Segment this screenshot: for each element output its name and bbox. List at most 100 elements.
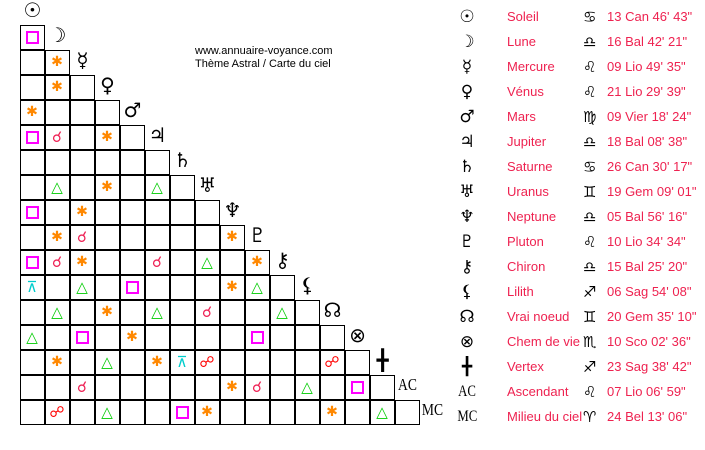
planet-glyph-icon: ☿ [76,47,89,72]
square-aspect-icon [175,405,189,419]
aspect-cell: ✱ [194,399,220,425]
aspect-cell: ☌ [144,249,170,275]
zodiac-sign-icon: ♐ [583,283,597,301]
planet-position: 10 Lio 34' 34" [607,234,686,249]
planet-row: MC Milieu du ciel ♈ 24 Bel 13' 06" [455,405,705,430]
aspect-cell [269,324,295,350]
aspect-cell [19,374,45,400]
zodiac-sign-icon: ♎ [583,208,597,226]
aspect-cell [219,399,245,425]
planet-symbol-icon: ♃ [459,132,475,152]
aspect-cell: △ [194,249,220,275]
planet-position: 23 Sag 38' 42" [607,359,692,374]
aspect-cell: △ [19,324,45,350]
credit: www.annuaire-voyance.com Thème Astral / … [195,45,333,71]
square-aspect-icon [250,330,264,344]
aspect-cell [194,224,220,250]
aspect-cell: ✱ [219,374,245,400]
aspect-cell [69,174,95,200]
aspect-cell [194,374,220,400]
aspect-cell [144,199,170,225]
conjunction-aspect-icon: ☌ [151,252,163,271]
zodiac-sign-icon: ♊ [583,183,597,201]
aspect-cell [94,199,120,225]
planet-position: 21 Lio 29' 39" [607,84,686,99]
zodiac-sign-icon: ♐ [583,358,597,376]
planet-row: ♇ Pluton ♌ 10 Lio 34' 34" [455,230,705,255]
planet-glyph-icon: ♂ [123,97,142,122]
conjunction-aspect-icon: ☌ [51,127,63,146]
sextile-aspect-icon: ✱ [51,79,63,95]
aspect-cell [94,274,120,300]
aspect-cell [294,349,320,375]
planet-glyph-icon: ♀ [100,72,115,97]
aspect-cell [244,299,270,325]
planet-symbol-icon: ☉ [459,7,475,27]
aspect-cell [144,149,170,175]
planet-name: Pluton [507,234,544,249]
zodiac-sign-icon: ♏ [583,333,597,351]
aspect-cell [194,324,220,350]
square-aspect-icon [25,130,39,144]
planet-name: Lilith [507,284,534,299]
aspect-cell [19,299,45,325]
sextile-aspect-icon: ✱ [201,404,213,420]
aspect-cell [269,374,295,400]
sextile-aspect-icon: ✱ [226,279,238,295]
aspect-cell: △ [144,299,170,325]
aspect-cell [119,274,145,300]
aspect-cell: △ [44,299,70,325]
aspect-cell [19,174,45,200]
aspect-cell [44,324,70,350]
planet-glyph-icon: ♅ [198,172,217,197]
aspect-cell: ✱ [144,349,170,375]
zodiac-sign-icon: ♌ [583,383,597,401]
trine-aspect-icon: △ [51,302,63,321]
aspect-cell [94,149,120,175]
aspect-cell [119,124,145,150]
planet-row: ⊗ Chem de vie ♏ 10 Sco 02' 36" [455,330,705,355]
aspect-cell: ✱ [119,324,145,350]
aspect-cell [119,174,145,200]
aspect-cell: ☌ [44,124,70,150]
aspect-cell [19,124,45,150]
aspect-cell [169,399,195,425]
sextile-aspect-icon: ✱ [101,304,113,320]
conjunction-aspect-icon: ☌ [201,302,213,321]
planet-glyph-icon: ♇ [248,222,267,247]
planet-glyph-icon: ⚷ [275,247,290,272]
planet-position: 18 Bal 08' 38" [607,134,688,149]
aspect-cell [219,299,245,325]
aspect-cell: ✱ [219,274,245,300]
trine-aspect-icon: △ [201,252,213,271]
aspect-cell [344,349,370,375]
aspect-cell [219,324,245,350]
aspect-cell: △ [244,274,270,300]
planet-name: Chem de vie [507,334,580,349]
sextile-aspect-icon: ✱ [251,254,263,270]
aspect-cell: ✱ [244,249,270,275]
zodiac-sign-icon: ♋ [583,8,597,26]
aspect-cell [219,349,245,375]
planet-position: 05 Bal 56' 16" [607,209,688,224]
zodiac-sign-icon: ♎ [583,258,597,276]
aspect-cell [119,149,145,175]
aspect-cell [169,224,195,250]
planet-glyph-icon: ⊗ [349,322,366,347]
planet-glyph-icon: ♆ [223,197,242,222]
zodiac-sign-icon: ♈ [583,408,597,426]
planet-glyph-icon: ☽ [48,22,67,47]
aspect-cell: ☌ [69,374,95,400]
aspect-cell [394,399,420,425]
conjunction-aspect-icon: ☌ [76,377,88,396]
aspect-cell [69,149,95,175]
aspect-cell: ✱ [94,124,120,150]
square-aspect-icon [25,255,39,269]
aspect-cell [269,399,295,425]
aspect-cell [19,249,45,275]
planet-position: 16 Bal 42' 21" [607,34,688,49]
planet-row: ☊ Vrai noeud ♊ 20 Gem 35' 10" [455,305,705,330]
trine-aspect-icon: △ [51,177,63,196]
aspect-cell [94,324,120,350]
planet-name: Ascendant [507,384,569,399]
